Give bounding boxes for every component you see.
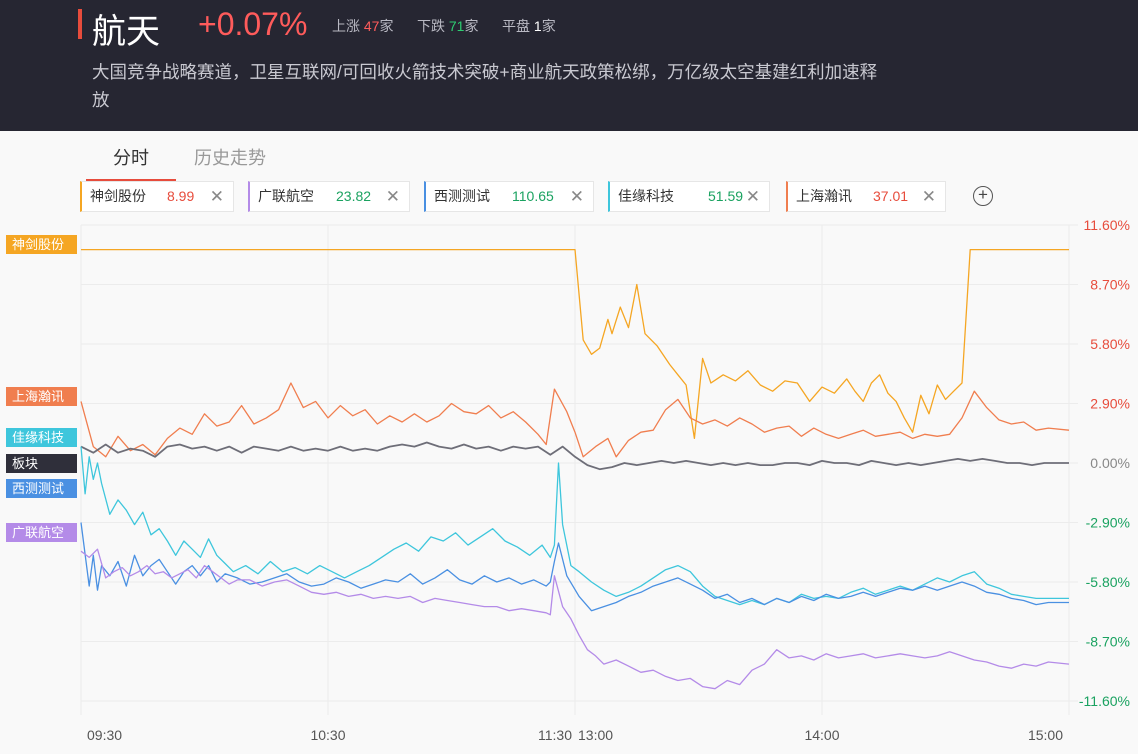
- stock-chip[interactable]: 广联航空 23.82 ✕: [248, 181, 410, 212]
- y-tick-label: 8.70%: [1090, 277, 1130, 293]
- stat-up-unit: 家: [379, 18, 394, 34]
- stock-chip-price: 37.01: [873, 188, 909, 204]
- stock-chip-price: 23.82: [336, 188, 372, 204]
- stat-down-label: 下跌: [417, 18, 445, 34]
- stock-chip-name: 神剑股份: [90, 188, 146, 204]
- stock-chip-price: 8.99: [167, 188, 195, 204]
- tab-intraday[interactable]: 分时: [86, 144, 176, 181]
- y-tick-label: 5.80%: [1090, 336, 1130, 352]
- x-tick-label: 10:30: [310, 727, 345, 743]
- stock-chip-name: 广联航空: [258, 188, 314, 204]
- stock-chip-name: 西测测试: [434, 188, 490, 204]
- sector-change: +0.07%: [198, 6, 308, 42]
- series-line: [80, 382, 1070, 458]
- sector-title: 航天: [92, 13, 160, 51]
- stock-chip-name: 佳缘科技: [618, 188, 674, 204]
- stat-down-unit: 家: [464, 18, 479, 34]
- y-tick-label: 0.00%: [1090, 455, 1130, 471]
- x-tick-label: 11:30: [538, 727, 572, 743]
- stat-flat-unit: 家: [541, 18, 556, 34]
- stock-chip[interactable]: 上海瀚讯 37.01 ✕: [786, 181, 946, 212]
- close-icon[interactable]: ✕: [921, 187, 936, 206]
- stat-down-count: 71: [448, 18, 465, 34]
- intraday-chart: 11.60% 8.70% 5.80% 2.90% 0.00% -2.90% -5.80% -8…: [80, 217, 1130, 743]
- close-icon[interactable]: ✕: [209, 187, 224, 206]
- series-line: [80, 446, 1069, 606]
- stock-chip-price: 51.59: [708, 188, 744, 204]
- x-tick-label: 15:00: [1028, 727, 1063, 743]
- stock-chip-name: 上海瀚讯: [796, 188, 852, 204]
- stat-flat-label: 平盘: [502, 18, 530, 34]
- stat-flat: 平盘 1家: [502, 16, 556, 36]
- series-tag: 广联航空: [6, 523, 77, 542]
- y-tick-label: -2.90%: [1086, 515, 1130, 531]
- series-tag: 佳缘科技: [6, 428, 77, 447]
- stat-flat-count: 1: [533, 18, 542, 34]
- stat-up-count: 47: [363, 18, 380, 34]
- stock-chip-price: 110.65: [512, 188, 554, 204]
- close-icon[interactable]: ✕: [385, 187, 400, 206]
- series-tag: 板块: [6, 454, 77, 473]
- close-icon[interactable]: ✕: [569, 187, 584, 206]
- stock-chip[interactable]: 西测测试 110.65 ✕: [424, 181, 594, 212]
- tab-history[interactable]: 历史走势: [194, 148, 266, 168]
- stock-chip[interactable]: 神剑股份 8.99 ✕: [80, 181, 234, 212]
- close-icon[interactable]: ✕: [745, 187, 760, 206]
- series-tag: 上海瀚讯: [6, 387, 77, 406]
- x-tick-label: 14:00: [804, 727, 839, 743]
- series-line: [80, 548, 1070, 690]
- stock-chip[interactable]: 佳缘科技 51.59 ✕: [608, 181, 770, 212]
- title-accent-bar: [78, 9, 82, 39]
- series-tag: 神剑股份: [6, 235, 77, 254]
- stat-down: 下跌 71家: [417, 16, 478, 36]
- y-tick-label: -5.80%: [1086, 574, 1130, 590]
- stat-up-label: 上涨: [332, 18, 360, 34]
- series-line: [80, 441, 1069, 471]
- y-tick-label: 2.90%: [1090, 396, 1130, 412]
- x-tick-label: 13:00: [578, 727, 613, 743]
- series-tag: 西测测试: [6, 479, 77, 498]
- sector-description: 大国竞争战略赛道，卫星互联网/可回收火箭技术突破+商业航天政策松绑，万亿级太空基…: [92, 62, 878, 110]
- series-line: [80, 522, 1069, 612]
- y-tick-label: -11.60%: [1079, 693, 1130, 709]
- sector-header: 航天 +0.07% 上涨 47家 下跌 71家 平盘 1家 大国竞争战略赛道，卫…: [0, 0, 1138, 131]
- plus-circle-icon[interactable]: +: [973, 186, 993, 206]
- x-tick-label: 09:30: [87, 727, 122, 743]
- series-line: [81, 248, 1069, 440]
- y-tick-label: -8.70%: [1086, 634, 1130, 650]
- y-tick-label: 11.60%: [1084, 217, 1130, 233]
- stat-up: 上涨 47家: [332, 16, 393, 36]
